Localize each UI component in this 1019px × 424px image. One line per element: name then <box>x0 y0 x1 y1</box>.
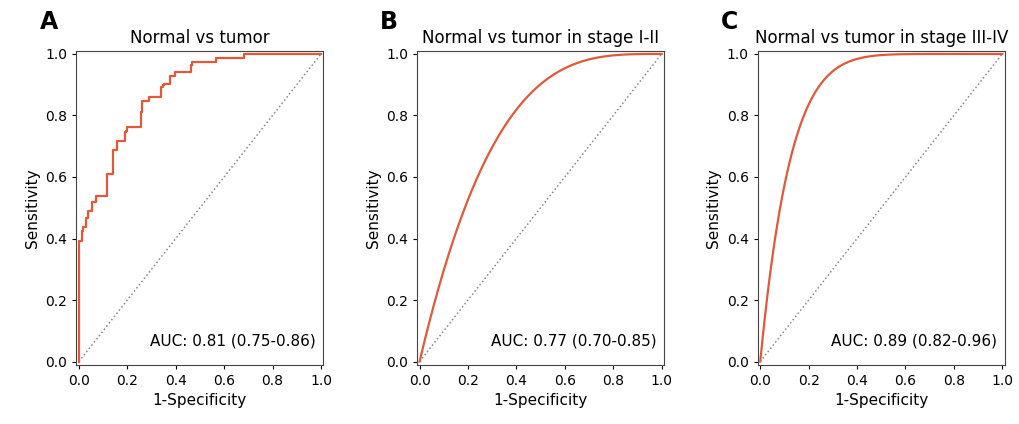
Text: AUC: 0.81 (0.75-0.86): AUC: 0.81 (0.75-0.86) <box>150 334 316 349</box>
Text: C: C <box>720 10 738 34</box>
Title: Normal vs tumor in stage III-IV: Normal vs tumor in stage III-IV <box>754 28 1007 47</box>
Text: AUC: 0.77 (0.70-0.85): AUC: 0.77 (0.70-0.85) <box>490 334 656 349</box>
X-axis label: 1-Specificity: 1-Specificity <box>493 393 587 408</box>
Y-axis label: Sensitivity: Sensitivity <box>705 168 720 248</box>
X-axis label: 1-Specificity: 1-Specificity <box>153 393 247 408</box>
Y-axis label: Sensitivity: Sensitivity <box>365 168 380 248</box>
Title: Normal vs tumor: Normal vs tumor <box>130 28 269 47</box>
X-axis label: 1-Specificity: 1-Specificity <box>834 393 927 408</box>
Y-axis label: Sensitivity: Sensitivity <box>24 168 40 248</box>
Text: A: A <box>40 10 58 34</box>
Title: Normal vs tumor in stage I-II: Normal vs tumor in stage I-II <box>422 28 658 47</box>
Text: AUC: 0.89 (0.82-0.96): AUC: 0.89 (0.82-0.96) <box>830 334 997 349</box>
Text: B: B <box>380 10 397 34</box>
